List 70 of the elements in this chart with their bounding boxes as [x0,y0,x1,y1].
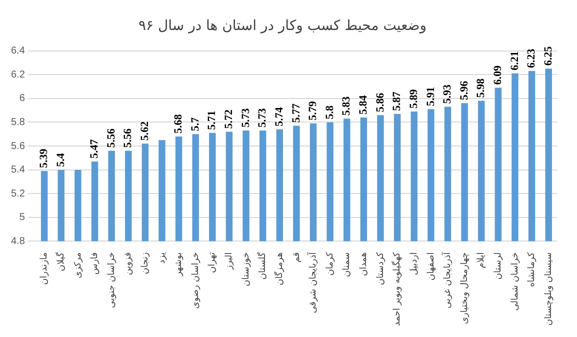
x-tick-label: چهارمحال وبختیاری [460,252,470,324]
y-tick-label: 6.4 [10,46,26,57]
data-label: 5.62 [139,120,152,141]
x-tick-label: سیستان وبلوچستان [544,252,554,326]
data-label: 5.96 [458,80,470,100]
data-label: 6.23 [526,48,538,68]
x-tick-label: خوزستان [241,252,252,286]
x-tick-label: اردبیل [409,252,420,276]
data-label: 5.77 [290,103,302,123]
x-tick-label: اصفهان [426,252,436,280]
data-label: 5.84 [358,94,370,114]
x-tick-label: همدان [359,252,370,276]
x-tick-label: البرز [224,252,235,271]
x-tick-label: هرمزگان [272,252,285,286]
x-tick-label: کرمان [325,252,336,276]
data-label: 6.21 [508,51,521,70]
data-label: 6.25 [542,46,554,66]
data-label: 5.91 [424,86,437,106]
data-label: 5.73 [240,108,252,128]
x-tick-label: زنجان [140,252,151,274]
data-label: 6.09 [492,64,504,85]
x-tick-label: خراسان جنوبی [106,252,117,308]
x-tick-label: گیلان [54,252,66,272]
x-tick-label: مرکزی [73,252,84,278]
data-label: 5.47 [88,138,101,158]
y-tick-label: 6 [19,93,26,104]
chart-title: وضعیت محیط کسب وکار در استان ها در سال ۹۶ [138,18,427,34]
x-tick-label: خراسان شمالی [510,252,520,311]
y-tick-label: 6.2 [10,69,26,80]
x-tick-label: قزوین [124,252,134,276]
data-label: 5.86 [374,92,386,112]
data-label: 5.56 [105,128,118,148]
x-tick-label: سمنان [342,252,352,278]
y-tick-label: 5.8 [10,116,26,128]
data-label: 5.83 [340,96,353,116]
data-label: 5.73 [256,108,269,128]
data-label: 5.71 [206,110,218,130]
y-tick-label: 4.8 [10,236,26,247]
data-label: 5.98 [475,78,488,98]
y-tick-label: 5 [19,212,26,224]
x-tick-label: تهران [208,252,218,273]
data-label: 5.79 [307,100,320,120]
data-label: 5.87 [391,91,404,111]
data-label: 5.74 [273,106,286,126]
y-tick-label: 5.6 [10,140,26,152]
x-tick-label: فارس [90,252,100,275]
data-label: 5.93 [442,84,454,104]
x-tick-label: کردستان [376,252,386,286]
x-tick-label: کرمانشاه [527,252,538,288]
data-label: 5.89 [408,88,420,108]
x-tick-label: کهگیلویه وبویر احمد [390,252,403,326]
x-tick-label: مازندران [40,252,50,285]
data-label: 5.56 [122,128,134,148]
x-tick-label: خراسان رضوی [190,252,201,309]
x-tick-label: ایلام [476,252,487,268]
x-tick-label: قم [292,252,302,263]
y-tick-label: 5.2 [10,188,26,200]
data-label: 5.4 [54,152,67,167]
data-label: 5.8 [324,104,336,120]
data-label: 5.39 [38,148,50,168]
data-label: 5.7 [189,116,202,132]
x-tick-label: یزد [157,252,168,264]
x-tick-label: لرستان [494,252,504,280]
x-tick-label: بوشهر [174,252,184,278]
x-tick-label: آذربایجان شرقی [306,252,319,314]
y-tick-label: 5.4 [10,164,26,176]
data-label: 5.72 [223,108,236,129]
x-tick-label: آذربایجان غربی [441,252,454,309]
x-tick-label: گلستان [256,252,268,280]
data-label: 5.68 [172,114,185,134]
